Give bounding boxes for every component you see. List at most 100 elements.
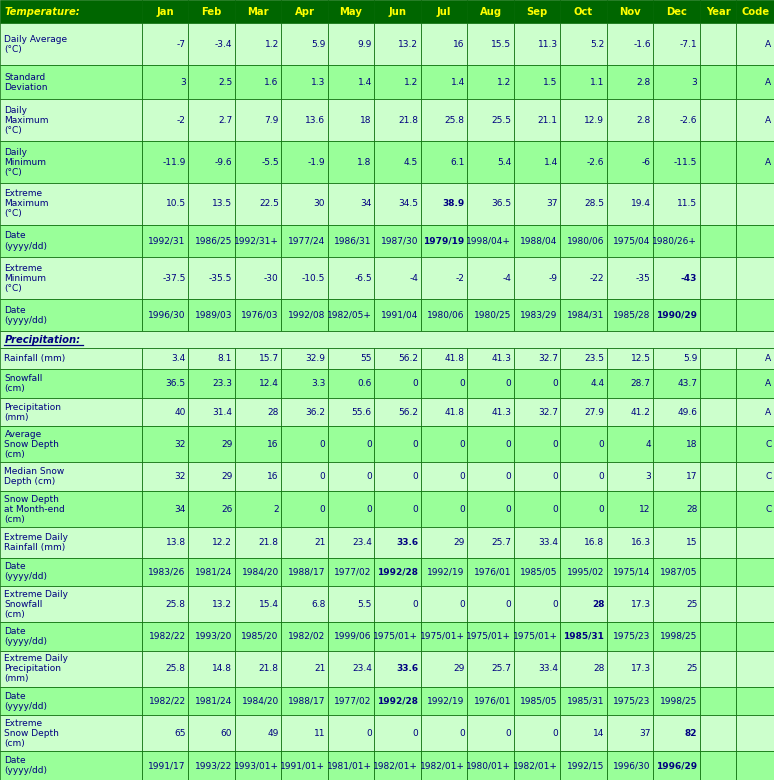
Bar bbox=[327, 398, 375, 427]
Text: 1985/28: 1985/28 bbox=[614, 310, 651, 320]
Bar bbox=[421, 586, 467, 622]
Bar bbox=[0, 65, 142, 99]
Bar bbox=[700, 427, 736, 463]
Text: 1982/05+: 1982/05+ bbox=[327, 310, 372, 320]
Bar bbox=[188, 349, 235, 369]
Bar bbox=[607, 225, 653, 257]
Text: 1992/15: 1992/15 bbox=[567, 761, 604, 770]
Text: Daily
Minimum
(°C): Daily Minimum (°C) bbox=[5, 147, 46, 176]
Bar bbox=[281, 398, 327, 427]
Text: 1988/17: 1988/17 bbox=[288, 697, 325, 706]
Bar bbox=[700, 0, 736, 23]
Bar bbox=[467, 586, 514, 622]
Bar bbox=[700, 491, 736, 527]
Bar bbox=[653, 398, 700, 427]
Bar bbox=[0, 751, 142, 780]
Bar bbox=[375, 299, 421, 332]
Bar bbox=[607, 99, 653, 141]
Text: 1981/24: 1981/24 bbox=[195, 567, 232, 576]
Text: 1.1: 1.1 bbox=[590, 78, 604, 87]
Bar bbox=[0, 349, 142, 369]
Text: 0: 0 bbox=[598, 440, 604, 449]
Text: 1986/31: 1986/31 bbox=[334, 236, 372, 246]
Text: 14: 14 bbox=[593, 729, 604, 738]
Text: 1999/06: 1999/06 bbox=[334, 632, 372, 641]
Bar bbox=[607, 651, 653, 687]
Text: 1996/29: 1996/29 bbox=[656, 761, 697, 770]
Bar bbox=[560, 299, 607, 332]
Text: 49.6: 49.6 bbox=[677, 408, 697, 417]
Bar bbox=[514, 369, 560, 398]
Bar bbox=[142, 0, 188, 23]
Bar bbox=[235, 558, 281, 586]
Text: 12.9: 12.9 bbox=[584, 115, 604, 125]
Text: 18: 18 bbox=[686, 440, 697, 449]
Text: 1980/26+: 1980/26+ bbox=[652, 236, 697, 246]
Text: 1983/26: 1983/26 bbox=[149, 567, 186, 576]
Bar bbox=[514, 463, 560, 491]
Text: -9.6: -9.6 bbox=[214, 158, 232, 167]
Text: -7: -7 bbox=[176, 40, 186, 48]
Bar bbox=[375, 427, 421, 463]
Bar bbox=[514, 183, 560, 225]
Bar bbox=[607, 687, 653, 715]
Text: 0: 0 bbox=[366, 729, 372, 738]
Text: 1976/01: 1976/01 bbox=[474, 697, 512, 706]
Bar bbox=[188, 715, 235, 751]
Text: 1975/01+: 1975/01+ bbox=[420, 632, 464, 641]
Bar bbox=[327, 463, 375, 491]
Text: 16.8: 16.8 bbox=[584, 538, 604, 547]
Text: 0: 0 bbox=[459, 600, 464, 608]
Bar bbox=[281, 586, 327, 622]
Bar bbox=[235, 651, 281, 687]
Bar bbox=[375, 751, 421, 780]
Text: 12.2: 12.2 bbox=[212, 538, 232, 547]
Bar bbox=[375, 463, 421, 491]
Bar bbox=[467, 491, 514, 527]
Bar bbox=[0, 558, 142, 586]
Text: 23.5: 23.5 bbox=[584, 354, 604, 363]
Bar bbox=[514, 299, 560, 332]
Bar bbox=[560, 23, 607, 65]
Text: -2.6: -2.6 bbox=[680, 115, 697, 125]
Bar bbox=[560, 687, 607, 715]
Bar bbox=[188, 558, 235, 586]
Bar bbox=[327, 715, 375, 751]
Text: Date
(yyyy/dd): Date (yyyy/dd) bbox=[5, 627, 47, 646]
Text: 0: 0 bbox=[552, 729, 558, 738]
Bar bbox=[560, 0, 607, 23]
Bar bbox=[653, 299, 700, 332]
Text: 38.9: 38.9 bbox=[443, 200, 464, 208]
Bar bbox=[700, 141, 736, 183]
Text: 0: 0 bbox=[552, 472, 558, 481]
Text: 1995/02: 1995/02 bbox=[567, 567, 604, 576]
Text: 25.7: 25.7 bbox=[491, 665, 512, 673]
Text: 11: 11 bbox=[313, 729, 325, 738]
Bar bbox=[560, 183, 607, 225]
Text: 25.5: 25.5 bbox=[491, 115, 512, 125]
Bar bbox=[467, 65, 514, 99]
Bar bbox=[188, 527, 235, 558]
Bar bbox=[188, 65, 235, 99]
Bar bbox=[736, 558, 774, 586]
Bar bbox=[375, 651, 421, 687]
Text: 56.2: 56.2 bbox=[399, 408, 418, 417]
Bar bbox=[421, 463, 467, 491]
Bar bbox=[281, 141, 327, 183]
Bar bbox=[188, 141, 235, 183]
Bar bbox=[327, 65, 375, 99]
Bar bbox=[327, 558, 375, 586]
Text: A: A bbox=[765, 354, 772, 363]
Bar bbox=[653, 141, 700, 183]
Text: 5.2: 5.2 bbox=[590, 40, 604, 48]
Bar bbox=[142, 99, 188, 141]
Bar bbox=[235, 398, 281, 427]
Bar bbox=[188, 299, 235, 332]
Bar bbox=[0, 225, 142, 257]
Bar bbox=[653, 586, 700, 622]
Bar bbox=[375, 558, 421, 586]
Bar bbox=[467, 141, 514, 183]
Text: 34: 34 bbox=[361, 200, 372, 208]
Bar bbox=[0, 23, 142, 65]
Text: 28: 28 bbox=[267, 408, 279, 417]
